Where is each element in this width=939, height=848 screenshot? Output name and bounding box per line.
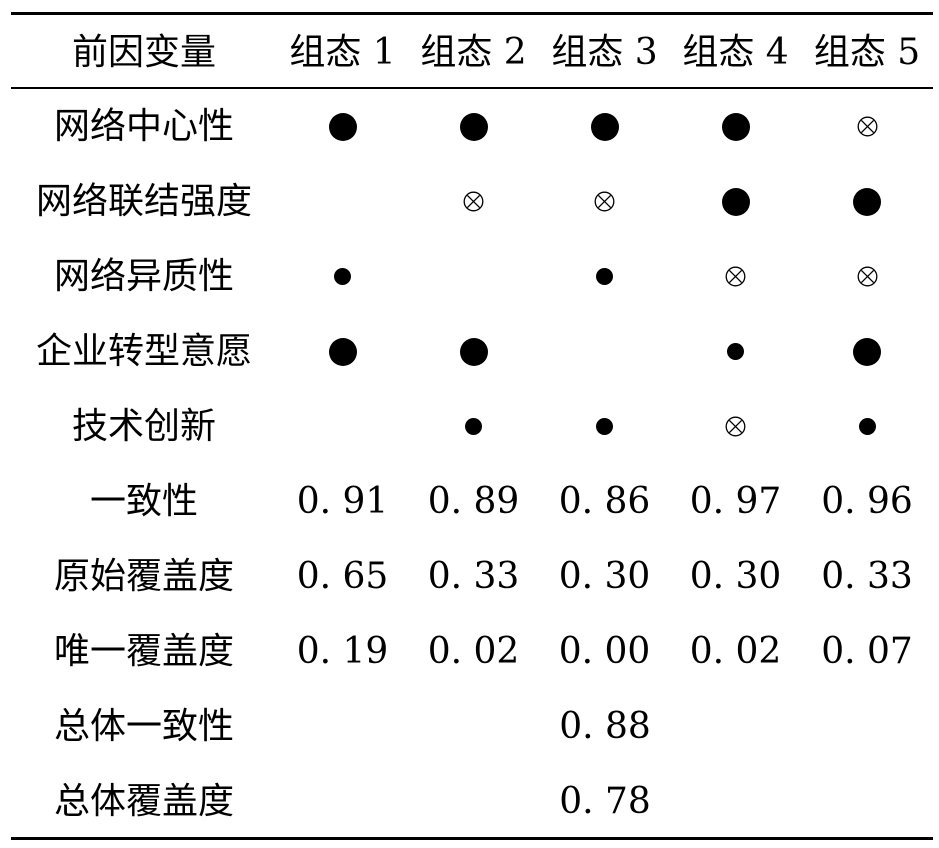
condition-cell xyxy=(408,239,539,314)
condition-cell xyxy=(277,164,408,239)
condition-cell xyxy=(801,164,933,239)
condition-cell xyxy=(408,164,539,239)
header-config-5: 组态 5 xyxy=(813,31,921,73)
metric-value: 0. 97 xyxy=(689,480,782,522)
condition-cell xyxy=(801,239,933,314)
small-filled-circle-icon xyxy=(465,418,482,435)
metric-value: 0. 86 xyxy=(558,480,651,522)
metric-value: 0. 91 xyxy=(296,480,389,522)
condition-row: 网络联结强度 xyxy=(0,164,939,239)
circled-times-icon xyxy=(857,116,878,137)
overall-label: 总体覆盖度 xyxy=(53,780,234,822)
condition-label: 技术创新 xyxy=(71,405,216,447)
small-filled-circle-icon xyxy=(727,343,744,360)
condition-label: 网络异质性 xyxy=(53,255,234,297)
header-config-3: 组态 3 xyxy=(551,31,658,73)
condition-cell xyxy=(408,314,539,389)
condition-row: 技术创新 xyxy=(0,389,939,464)
metric-row: 原始覆盖度 0. 65 0. 33 0. 30 0. 30 0. 33 xyxy=(0,539,939,614)
condition-label: 网络联结强度 xyxy=(35,180,252,222)
condition-cell xyxy=(277,389,408,464)
large-filled-circle-icon xyxy=(459,337,488,366)
large-filled-circle-icon xyxy=(590,112,619,141)
overall-value: 0. 78 xyxy=(559,780,651,822)
overall-value: 0. 88 xyxy=(559,705,651,747)
circled-times-icon xyxy=(594,191,615,212)
circled-times-icon xyxy=(725,266,746,287)
overall-row: 总体覆盖度 0. 78 xyxy=(0,764,939,839)
overall-label: 总体一致性 xyxy=(53,705,234,747)
metric-label: 原始覆盖度 xyxy=(53,555,234,597)
header-config-2: 组态 2 xyxy=(420,31,527,73)
large-filled-circle-icon xyxy=(721,112,750,141)
condition-cell xyxy=(539,314,670,389)
condition-row: 企业转型意愿 xyxy=(0,314,939,389)
small-filled-circle-icon xyxy=(334,268,351,285)
large-filled-circle-icon xyxy=(328,337,357,366)
condition-cell xyxy=(801,389,933,464)
metric-value: 0. 30 xyxy=(689,555,782,597)
table-header-row: 前因变量 组态 1 组态 2 组态 3 组态 4 组态 5 xyxy=(0,15,939,90)
condition-cell xyxy=(408,389,539,464)
condition-cell xyxy=(670,389,801,464)
large-filled-circle-icon xyxy=(853,187,881,216)
overall-row: 总体一致性 0. 88 xyxy=(0,689,939,764)
metric-row: 一致性 0. 91 0. 89 0. 86 0. 97 0. 96 xyxy=(0,464,939,539)
condition-cell xyxy=(277,239,408,314)
condition-cell xyxy=(539,89,670,164)
header-config-1: 组态 1 xyxy=(289,31,396,73)
condition-label: 网络中心性 xyxy=(53,105,234,147)
condition-cell xyxy=(539,389,670,464)
condition-row: 网络异质性 xyxy=(0,239,939,314)
circled-times-icon xyxy=(463,191,484,212)
condition-label: 企业转型意愿 xyxy=(35,330,252,372)
condition-cell xyxy=(539,164,670,239)
metric-value: 0. 33 xyxy=(427,555,520,597)
condition-cell xyxy=(539,239,670,314)
large-filled-circle-icon xyxy=(853,337,881,366)
small-filled-circle-icon xyxy=(596,268,613,285)
metric-value: 0. 02 xyxy=(427,630,520,672)
table-header-rule xyxy=(11,87,933,89)
table-bottom-rule xyxy=(11,837,933,840)
metric-value: 0. 96 xyxy=(821,480,913,522)
metric-value: 0. 30 xyxy=(558,555,651,597)
large-filled-circle-icon xyxy=(721,187,750,216)
metric-value: 0. 65 xyxy=(296,555,389,597)
condition-cell xyxy=(801,314,933,389)
condition-cell xyxy=(670,164,801,239)
circled-times-icon xyxy=(857,266,878,287)
condition-cell xyxy=(408,89,539,164)
metric-value: 0. 89 xyxy=(427,480,520,522)
condition-cell xyxy=(670,89,801,164)
metric-row: 唯一覆盖度 0. 19 0. 02 0. 00 0. 02 0. 07 xyxy=(0,614,939,689)
condition-cell xyxy=(277,314,408,389)
condition-cell xyxy=(670,314,801,389)
large-filled-circle-icon xyxy=(459,112,488,141)
small-filled-circle-icon xyxy=(858,418,876,435)
condition-cell xyxy=(801,89,933,164)
condition-cell xyxy=(670,239,801,314)
metric-value: 0. 19 xyxy=(296,630,389,672)
circled-times-icon xyxy=(725,416,746,437)
header-config-4: 组态 4 xyxy=(682,31,789,73)
header-antecedent-label: 前因变量 xyxy=(71,31,216,73)
metric-label: 唯一覆盖度 xyxy=(53,630,234,672)
table-top-rule xyxy=(11,12,933,15)
metric-value: 0. 07 xyxy=(821,630,913,672)
condition-cell xyxy=(277,89,408,164)
small-filled-circle-icon xyxy=(596,418,613,435)
metric-label: 一致性 xyxy=(89,480,198,522)
metric-value: 0. 00 xyxy=(558,630,651,672)
metric-value: 0. 02 xyxy=(689,630,782,672)
metric-value: 0. 33 xyxy=(821,555,913,597)
large-filled-circle-icon xyxy=(328,112,357,141)
condition-row: 网络中心性 xyxy=(0,89,939,164)
